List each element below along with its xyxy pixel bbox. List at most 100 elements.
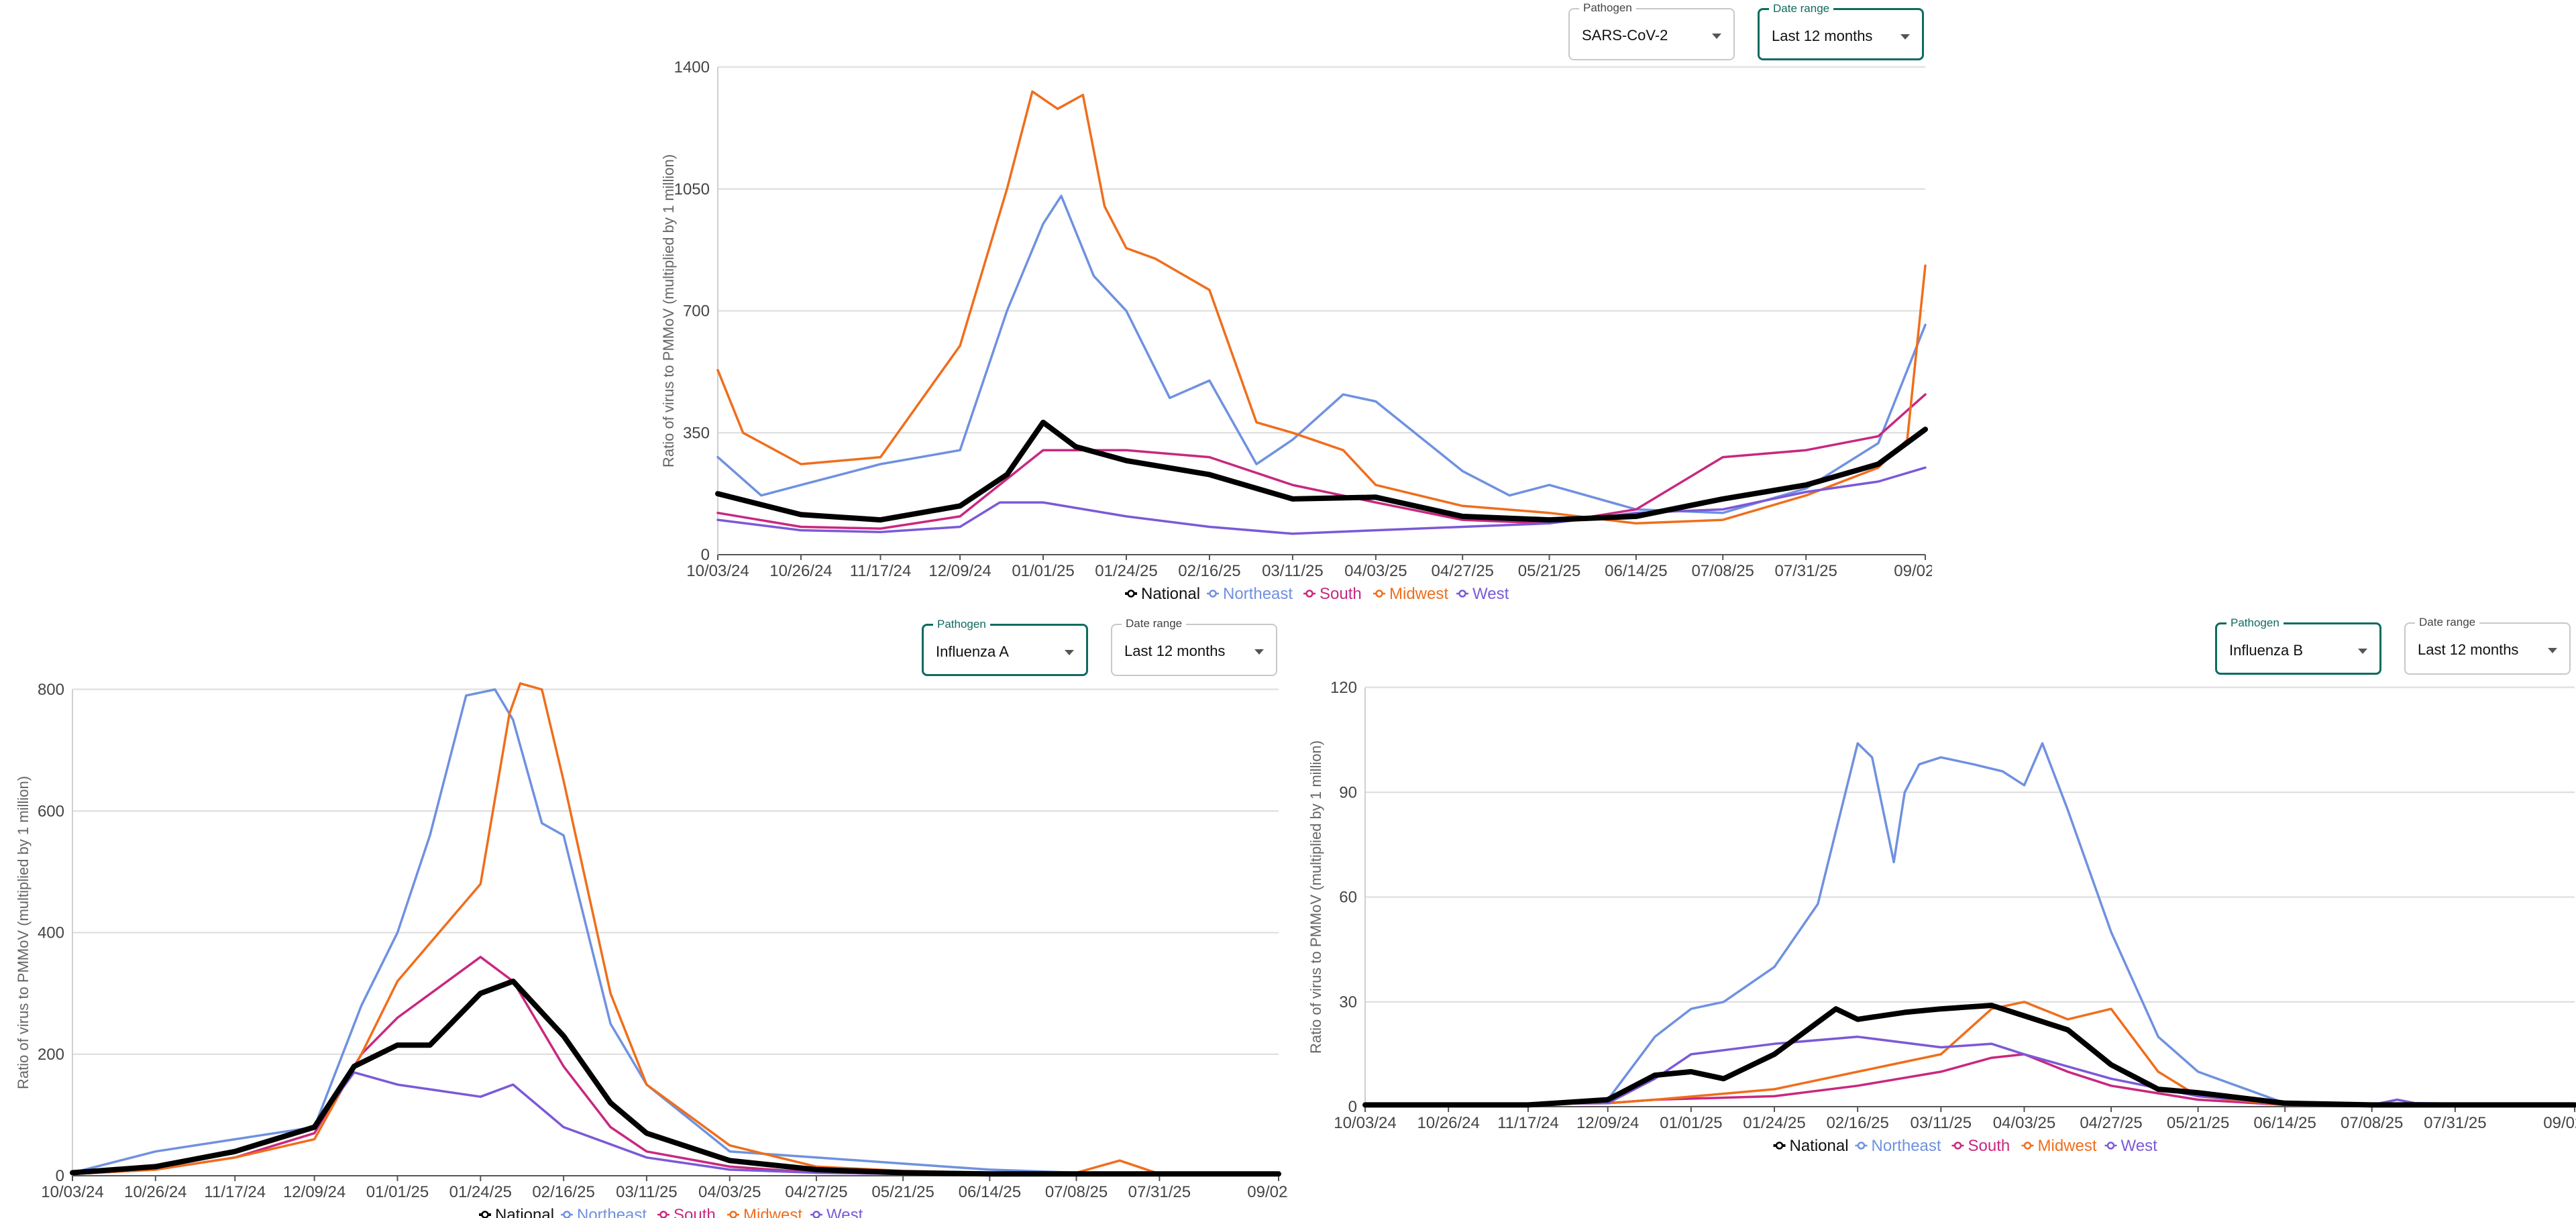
pathogen-select[interactable]: Pathogen SARS-CoV-2 [1568, 1, 1735, 60]
legend-label: Northeast [1223, 585, 1293, 603]
legend-marker [1953, 1142, 1962, 1150]
legend-item-northeast[interactable]: Northeast [1207, 585, 1293, 603]
legend-item-national[interactable]: National [479, 1206, 554, 1218]
date-range-select-value: Last 12 months [2418, 641, 2519, 658]
x-tick-label: 10/26/24 [1417, 1114, 1479, 1132]
legend-item-national[interactable]: National [1773, 1137, 1849, 1155]
legend-item-west[interactable]: West [1456, 585, 1509, 603]
date-range-select-label: Date range [1122, 617, 1187, 630]
legend-label: Midwest [2038, 1137, 2097, 1155]
x-tick-label: 10/26/24 [124, 1183, 186, 1201]
date-range-select-value: Last 12 months [1124, 643, 1226, 659]
y-tick-label: 600 [38, 802, 64, 820]
legend-label: Midwest [743, 1206, 802, 1218]
series-line-national [715, 419, 1928, 523]
x-tick-label: 06/14/25 [959, 1183, 1021, 1201]
y-axis-label: Ratio of virus to PMMoV (multiplied by 1… [15, 776, 32, 1089]
x-tick-label: 06/14/25 [1605, 562, 1667, 580]
legend-item-west[interactable]: West [2104, 1137, 2158, 1155]
x-tick-label: 10/26/24 [769, 562, 832, 580]
legend-item-northeast[interactable]: Northeast [1855, 1137, 1941, 1155]
chart-influenza-b: 0 30 60 90 120 10/03/24 10/26/24 11/17/24 12/09/… [1307, 679, 2576, 1155]
legend-marker [1775, 1142, 1784, 1150]
x-tick-label: 07/08/25 [2341, 1114, 2403, 1132]
pathogen-select-label: Pathogen [1579, 1, 1636, 15]
x-tick-label: 05/21/25 [2167, 1114, 2229, 1132]
chart-influenza-a: 0 200 400 600 800 10/03/24 10/26/24 11/17/24 12/… [15, 681, 1288, 1218]
chevron-down-icon [1900, 34, 1910, 40]
legend-label: South [674, 1206, 716, 1218]
series-line-national [70, 979, 1281, 1177]
x-tick-label: 12/09/24 [283, 1183, 345, 1201]
chevron-down-icon [2548, 648, 2557, 653]
legend-item-south[interactable]: South [657, 1206, 716, 1218]
x-tick-label: 01/01/25 [366, 1183, 429, 1201]
x-tick-label: 11/17/24 [850, 562, 912, 580]
x-tick-label: 01/24/25 [1743, 1114, 1805, 1132]
series-line-midwest [1364, 1001, 2576, 1107]
x-tick-label: 12/09/24 [1576, 1114, 1639, 1132]
legend-label: National [1790, 1137, 1849, 1155]
y-tick-label: 120 [1330, 679, 1357, 697]
legend-label: National [495, 1206, 554, 1218]
pathogen-select[interactable]: Pathogen Influenza B [2215, 616, 2381, 675]
legend-item-national[interactable]: National [1125, 585, 1200, 603]
x-tick-label: 07/31/25 [1774, 562, 1837, 580]
legend-item-northeast[interactable]: Northeast [561, 1206, 647, 1218]
y-tick-label: 400 [38, 924, 64, 942]
series-line-south [716, 393, 1927, 530]
x-tick-label: 10/03/24 [686, 562, 749, 580]
y-tick-label: 60 [1339, 889, 1357, 907]
y-tick-label: 200 [38, 1046, 64, 1064]
x-tick-label: 07/31/25 [2424, 1114, 2486, 1132]
x-tick-label: 04/03/25 [1993, 1114, 2055, 1132]
legend-label: Midwest [1389, 585, 1448, 603]
y-tick-label: 1400 [674, 58, 710, 76]
y-tick-label: 90 [1339, 783, 1357, 801]
series-line-northeast [71, 688, 1280, 1176]
panel-influenza-a: Pathogen Influenza A Date range Last 12 … [0, 610, 1288, 1218]
pathogen-select[interactable]: Pathogen Influenza A [922, 618, 1088, 676]
series-line-midwest [71, 682, 1280, 1176]
legend-item-midwest[interactable]: Midwest [2021, 1137, 2097, 1155]
x-tick-label: 04/03/25 [698, 1183, 761, 1201]
x-tick-label: 04/27/25 [2080, 1114, 2142, 1132]
date-range-select-label: Date range [1769, 2, 1834, 15]
date-range-select[interactable]: Date range Last 12 months [1758, 2, 1924, 60]
legend-label: Northeast [577, 1206, 647, 1218]
legend-item-midwest[interactable]: Midwest [727, 1206, 802, 1218]
x-tick-label: 06/14/25 [2253, 1114, 2316, 1132]
date-range-select[interactable]: Date range Last 12 months [1111, 617, 1277, 676]
x-tick-label: 02/16/25 [1178, 562, 1240, 580]
y-tick-label: 0 [701, 546, 710, 564]
legend-marker [659, 1211, 667, 1218]
pathogen-select-label: Pathogen [2226, 616, 2284, 630]
legend-item-west[interactable]: West [810, 1206, 863, 1218]
x-tick-label: 03/11/25 [1262, 562, 1324, 580]
legend-label: Northeast [1872, 1137, 1941, 1155]
x-tick-label: 01/24/25 [449, 1183, 512, 1201]
legend-label: West [1472, 585, 1509, 603]
y-axis-label: Ratio of virus to PMMoV (multiplied by 1… [660, 154, 677, 467]
panel-influenza-b: Pathogen Influenza B Date range Last 12 … [1288, 610, 2576, 1218]
series-line-national [1362, 1003, 2576, 1108]
y-tick-label: 350 [683, 424, 710, 442]
series-line-west [1364, 1036, 2576, 1107]
series-line-midwest [716, 90, 1927, 525]
x-tick-label: 03/11/25 [616, 1183, 678, 1201]
legend-item-south[interactable]: South [1951, 1137, 2010, 1155]
y-tick-label: 0 [1348, 1098, 1357, 1116]
date-range-select-label: Date range [2415, 616, 2480, 629]
pathogen-select-value: SARS-CoV-2 [1582, 27, 1668, 44]
legend-item-midwest[interactable]: Midwest [1373, 585, 1448, 603]
legend-item-south[interactable]: South [1303, 585, 1362, 603]
x-tick-label: 09/02/25 [1247, 1183, 1288, 1201]
x-tick-label: 07/31/25 [1128, 1183, 1191, 1201]
x-tick-label: 05/21/25 [871, 1183, 934, 1201]
series-line-south [1364, 1053, 2576, 1107]
y-tick-label: 800 [38, 681, 64, 699]
series-line-west [716, 466, 1927, 535]
chart-sars-cov-2: 0 350 700 1050 1400 10/03/24 10/26/24 11/17/24 1… [660, 58, 1932, 603]
date-range-select[interactable]: Date range Last 12 months [2404, 616, 2571, 675]
x-tick-label: 12/09/24 [928, 562, 991, 580]
